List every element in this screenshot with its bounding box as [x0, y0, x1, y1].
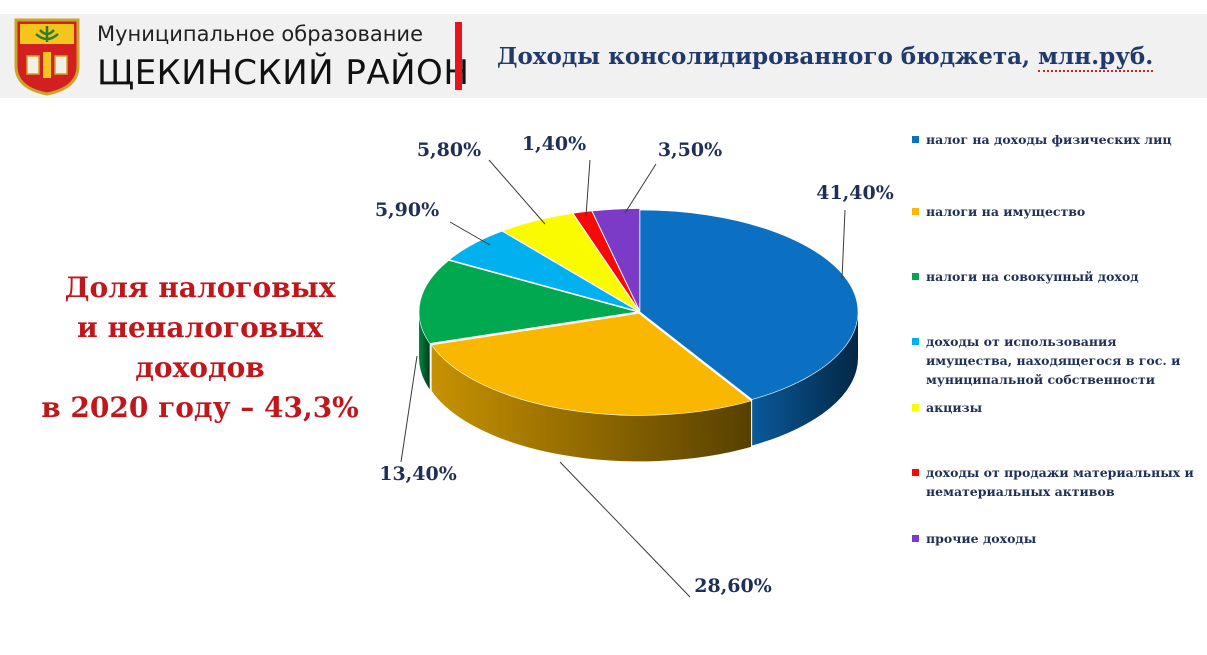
legend-label: налоги на имущество [926, 204, 1086, 219]
slide-title-units: млн.руб. [1038, 43, 1154, 72]
legend-swatch [912, 469, 919, 476]
tax-share-line: доходов [135, 351, 265, 384]
leader-line [488, 159, 546, 225]
pie-slice [448, 230, 638, 312]
tax-share-line: в 2020 году – 43,3% [41, 391, 359, 424]
tax-share-note: Доля налоговых и неналоговых доходов в 2… [30, 268, 370, 428]
leader-line [449, 221, 491, 246]
data-label: 41,40% [816, 182, 894, 204]
leader-line [841, 209, 846, 280]
data-label: 3,50% [658, 139, 722, 161]
legend-label: налоги на совокупный доход [926, 269, 1139, 284]
leader-line [559, 461, 691, 598]
leader-line [624, 163, 657, 214]
slide-header [0, 14, 1207, 98]
data-label: 1,40% [522, 133, 586, 155]
pie-slice-side [419, 311, 430, 390]
data-label: 5,80% [417, 139, 481, 161]
pie-slice [639, 209, 859, 400]
tax-share-line: Доля налоговых [64, 271, 336, 304]
data-label: 13,40% [379, 463, 457, 485]
municipality-subtitle: Муниципальное образование [97, 22, 423, 46]
legend-swatch [912, 273, 919, 280]
leader-line [585, 159, 591, 217]
pie-slice [502, 213, 639, 311]
tax-share-line: и неналоговых [77, 311, 323, 344]
pie-slice-side [431, 344, 752, 462]
data-label: 28,60% [694, 575, 772, 597]
title-divider [455, 22, 462, 90]
municipality-title: ЩЕКИНСКИЙ РАЙОН [97, 53, 470, 93]
pie-slice [591, 208, 640, 311]
legend-swatch [912, 136, 919, 143]
legend-swatch [912, 338, 919, 345]
legend-label: доходы от продажи материальных и нематер… [926, 465, 1194, 499]
slide-title: Доходы консолидированного бюджета, млн.р… [497, 43, 1154, 72]
pie-slice [418, 260, 638, 344]
data-label: 5,90% [375, 199, 439, 221]
legend-swatch [912, 404, 919, 411]
legend-label: налог на доходы физических лиц [926, 132, 1172, 147]
pie-slice [431, 313, 752, 416]
coat-of-arms-logo [14, 18, 80, 96]
legend-label: доходы от использования имущества, наход… [926, 334, 1181, 387]
slide-title-main: Доходы консолидированного бюджета, [497, 43, 1039, 70]
leader-line [400, 355, 418, 463]
legend-label: акцизы [926, 400, 983, 415]
legend-label: прочие доходы [926, 531, 1037, 546]
pie-slice [572, 210, 640, 311]
legend-swatch [912, 535, 919, 542]
legend-swatch [912, 208, 919, 215]
